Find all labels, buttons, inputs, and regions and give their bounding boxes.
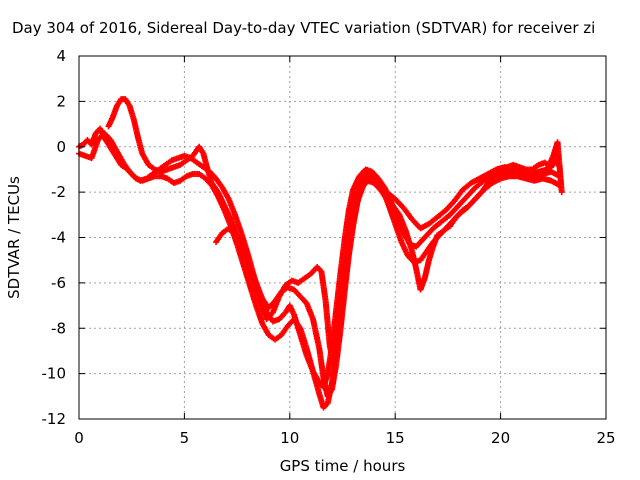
scatter-series-4 <box>213 139 565 368</box>
x-axis-label: GPS time / hours <box>280 457 406 475</box>
x-tick-label: 5 <box>180 429 190 447</box>
y-tick-label: -8 <box>51 319 66 337</box>
y-tick-label: -6 <box>51 274 66 292</box>
y-tick-label: -10 <box>42 365 67 383</box>
data-points <box>76 96 565 411</box>
y-tick-label: 2 <box>56 92 66 110</box>
x-tick-label: 20 <box>491 429 510 447</box>
y-tick-label: -12 <box>42 410 67 428</box>
y-axis-label: SDTVAR / TECUs <box>5 176 23 299</box>
plot-frame <box>78 55 607 420</box>
x-tick-label: 0 <box>74 429 84 447</box>
y-tick-label: 4 <box>56 47 66 65</box>
axis-ticks: 0 5 10 15 20 25 -12 -10 -8 -6 -4 -2 0 2 4 <box>42 47 616 447</box>
chart-title: Day 304 of 2016, Sidereal Day-to-day VTE… <box>12 19 595 37</box>
y-tick-label: -2 <box>51 183 66 201</box>
grid-lines <box>79 56 606 419</box>
data-point-marker <box>558 189 565 196</box>
x-tick-label: 10 <box>280 429 299 447</box>
y-tick-label: -4 <box>51 229 66 247</box>
x-tick-label: 25 <box>596 429 615 447</box>
x-tick-label: 15 <box>386 429 405 447</box>
y-tick-label: 0 <box>56 138 66 156</box>
